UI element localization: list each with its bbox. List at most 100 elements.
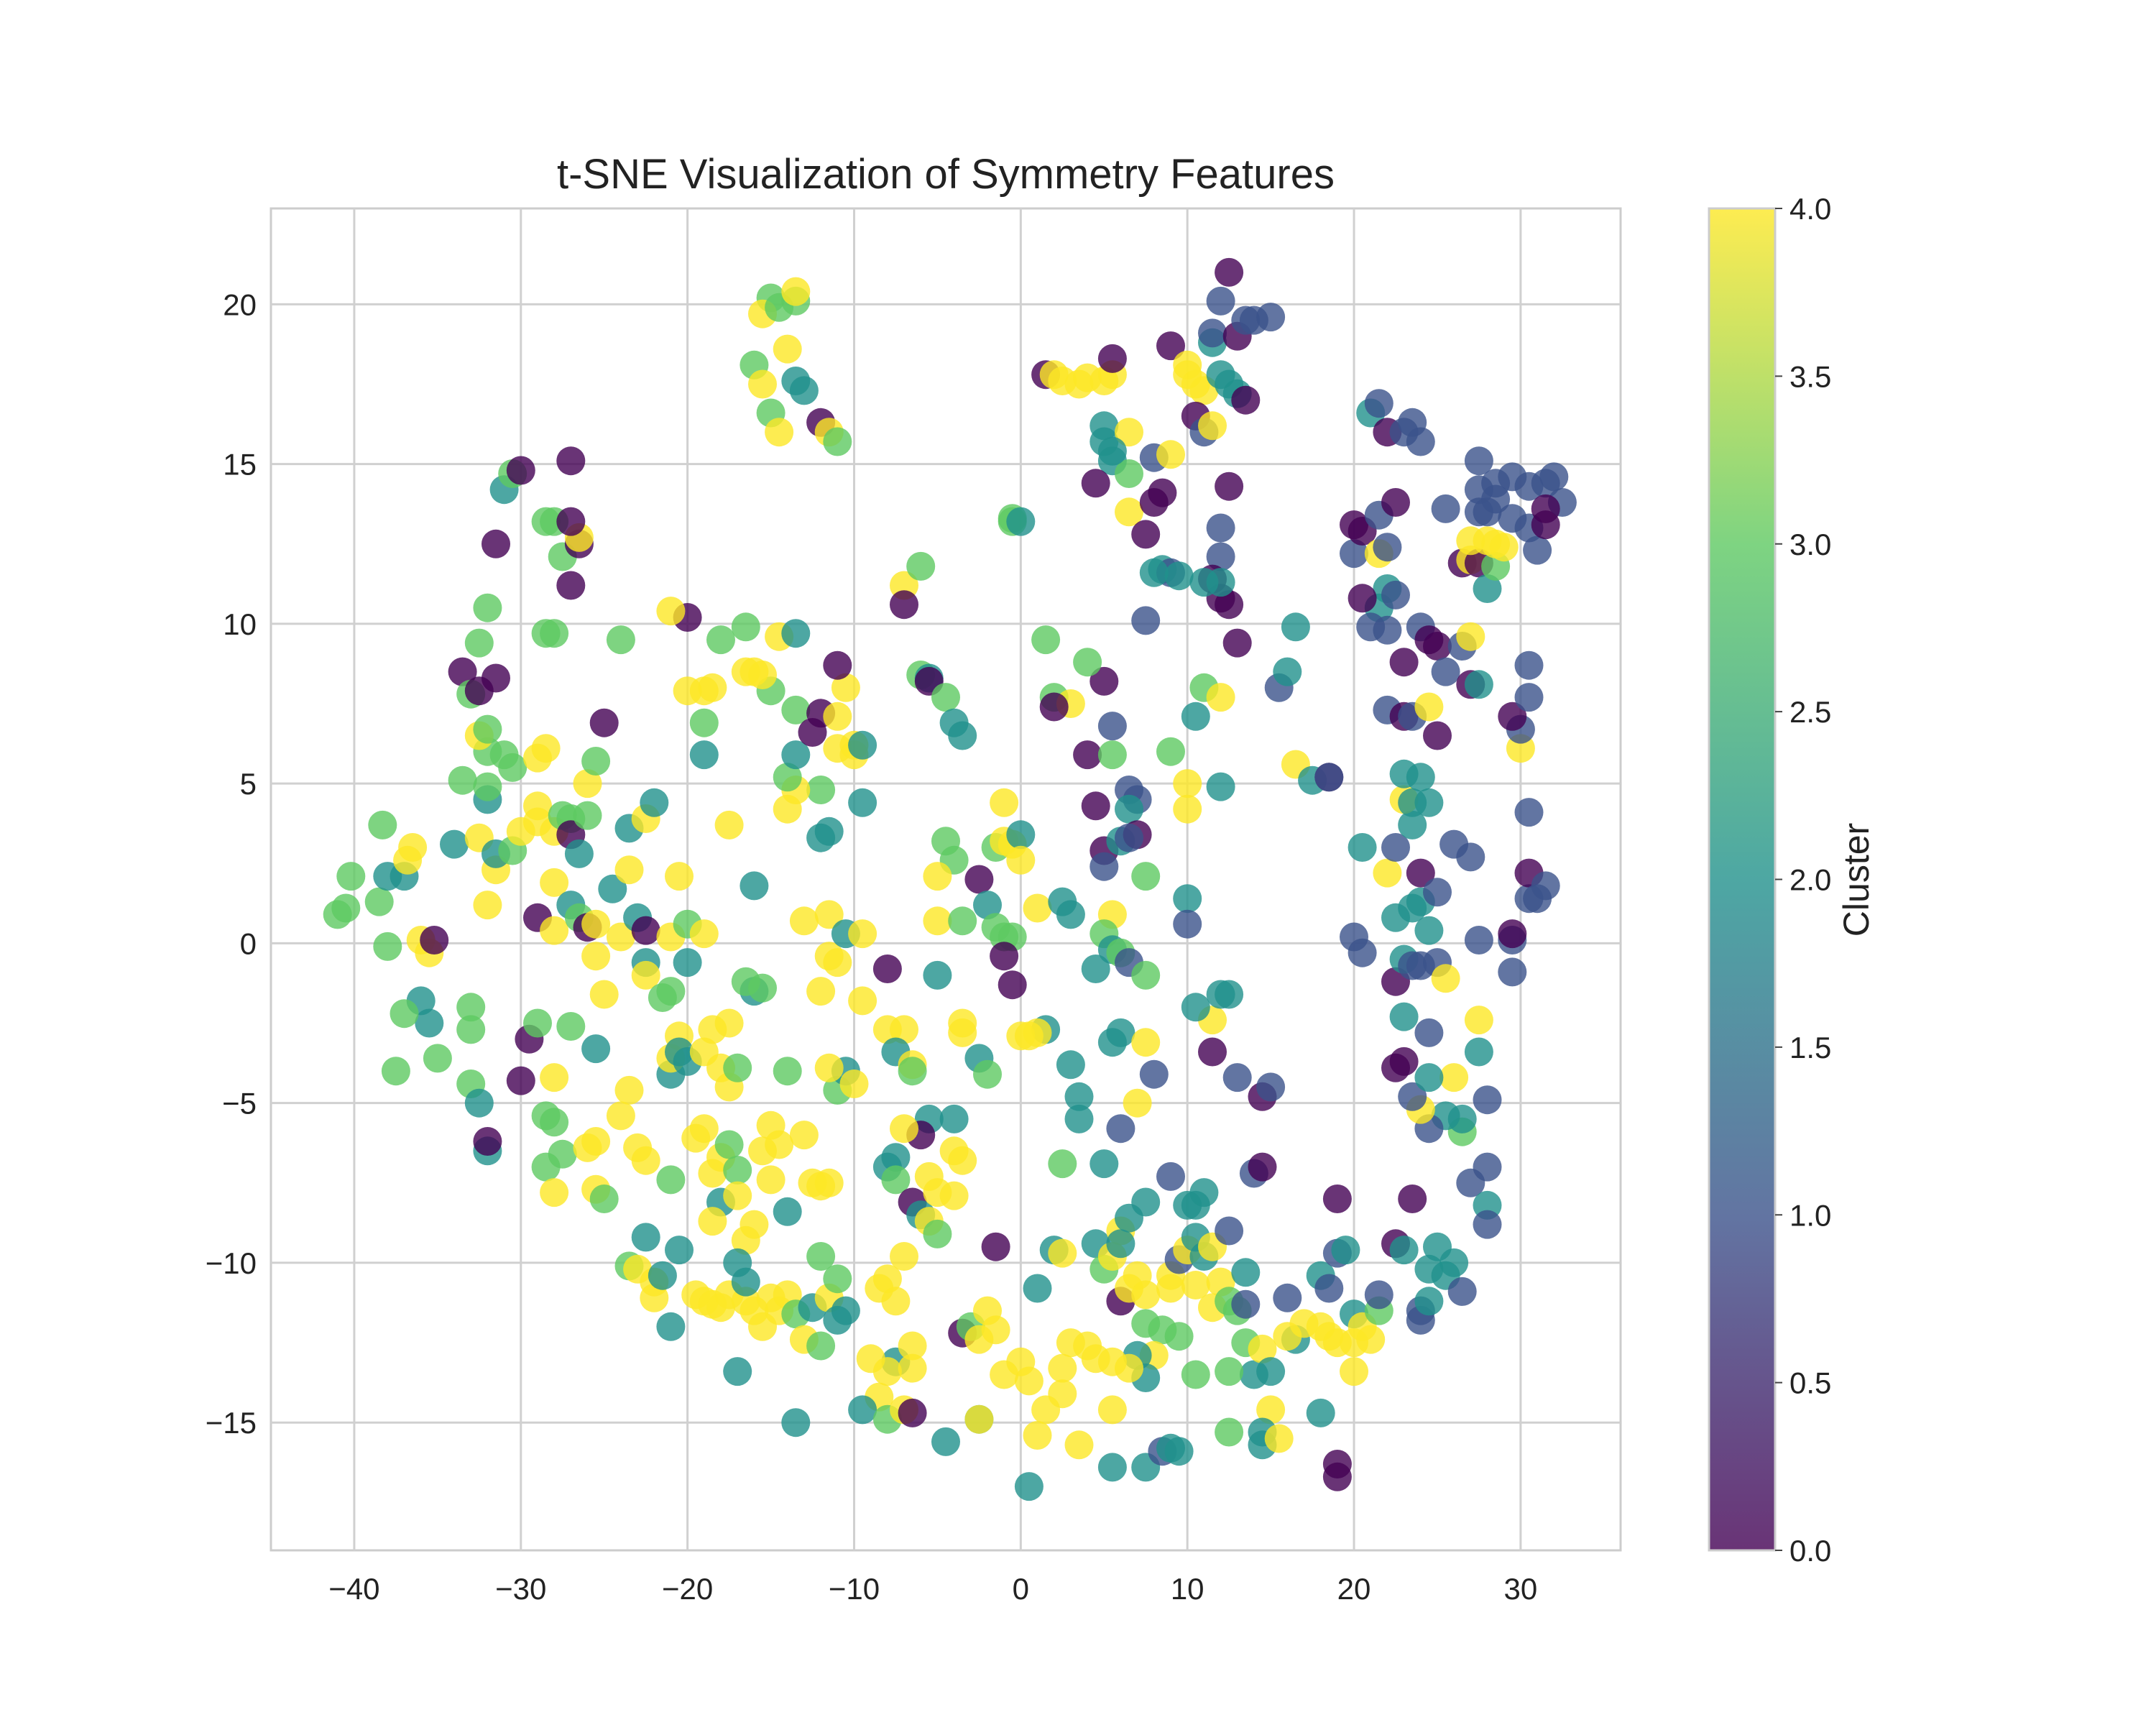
data-point bbox=[1389, 1236, 1419, 1265]
data-point bbox=[1131, 1280, 1161, 1310]
data-point bbox=[1089, 852, 1119, 881]
data-point bbox=[1514, 650, 1544, 680]
data-point bbox=[581, 909, 611, 939]
data-point bbox=[1064, 1082, 1094, 1111]
data-point bbox=[1089, 666, 1119, 696]
data-point bbox=[1473, 1085, 1502, 1115]
data-point bbox=[1023, 893, 1052, 923]
data-point bbox=[589, 1184, 619, 1213]
data-point bbox=[1464, 1037, 1493, 1067]
data-point bbox=[589, 980, 619, 1009]
data-point bbox=[1381, 833, 1410, 862]
data-point bbox=[589, 708, 619, 737]
data-point bbox=[648, 1261, 677, 1290]
data-point bbox=[656, 1165, 686, 1195]
data-point bbox=[1389, 648, 1419, 677]
data-point bbox=[1423, 878, 1452, 907]
data-point bbox=[740, 1210, 769, 1239]
data-point bbox=[823, 1264, 852, 1294]
data-point bbox=[1006, 1347, 1036, 1376]
data-point bbox=[631, 960, 660, 990]
data-point bbox=[890, 1242, 918, 1271]
data-point bbox=[548, 1139, 577, 1169]
data-point bbox=[1097, 1028, 1127, 1057]
data-point bbox=[498, 753, 528, 782]
data-point bbox=[1139, 558, 1169, 587]
x-axis-ticks: −40 −30 −20 −10 0 10 20 30 bbox=[328, 1572, 1537, 1606]
data-point bbox=[723, 1357, 752, 1386]
data-point bbox=[1115, 459, 1143, 488]
y-tick-label: −10 bbox=[206, 1246, 257, 1280]
data-point bbox=[948, 1146, 977, 1175]
data-point bbox=[464, 1088, 494, 1118]
data-point bbox=[881, 1165, 911, 1195]
data-point bbox=[781, 740, 811, 770]
data-point bbox=[1489, 533, 1519, 562]
data-point bbox=[1473, 1210, 1502, 1239]
data-point bbox=[606, 1101, 635, 1131]
data-point bbox=[1456, 622, 1485, 651]
data-point bbox=[1256, 1072, 1286, 1102]
data-point bbox=[1423, 721, 1452, 750]
data-point bbox=[364, 887, 394, 916]
data-point bbox=[373, 932, 402, 961]
data-point bbox=[714, 810, 744, 840]
colorbar-label: Cluster bbox=[1836, 823, 1876, 937]
data-point bbox=[614, 855, 644, 885]
data-point bbox=[1206, 980, 1235, 1009]
data-point bbox=[1073, 740, 1102, 770]
data-point bbox=[1189, 1178, 1219, 1208]
data-point bbox=[1398, 1082, 1427, 1111]
data-point bbox=[1131, 1187, 1161, 1217]
x-tick-label: −10 bbox=[829, 1572, 880, 1606]
x-tick-label: 20 bbox=[1337, 1572, 1371, 1606]
data-point bbox=[906, 551, 936, 581]
data-point bbox=[781, 277, 811, 306]
data-point bbox=[823, 427, 852, 456]
colorbar-tick-label: 4.0 bbox=[1789, 192, 1831, 226]
data-point bbox=[531, 734, 561, 763]
data-point bbox=[1156, 331, 1185, 361]
data-point bbox=[964, 1404, 994, 1434]
data-point bbox=[698, 1207, 727, 1236]
data-point bbox=[1498, 957, 1527, 987]
data-point bbox=[948, 1008, 977, 1038]
data-point bbox=[1389, 1002, 1419, 1031]
data-point bbox=[482, 663, 510, 693]
data-point bbox=[1131, 1028, 1161, 1057]
data-point bbox=[1406, 763, 1435, 792]
data-point bbox=[1381, 580, 1410, 610]
data-point bbox=[890, 1114, 918, 1144]
data-point bbox=[415, 1008, 444, 1038]
data-point bbox=[1273, 1283, 1302, 1312]
data-point bbox=[1181, 993, 1210, 1022]
data-point bbox=[598, 874, 627, 903]
data-point bbox=[814, 816, 844, 846]
data-point bbox=[898, 1331, 927, 1361]
data-point bbox=[1531, 494, 1560, 523]
data-point bbox=[656, 597, 686, 626]
data-point bbox=[931, 1427, 960, 1456]
data-point bbox=[440, 829, 469, 859]
colorbar-tick-label: 2.5 bbox=[1789, 695, 1831, 729]
data-point bbox=[606, 625, 635, 655]
x-tick-label: 10 bbox=[1171, 1572, 1204, 1606]
data-point bbox=[1131, 862, 1161, 891]
data-point bbox=[1048, 1149, 1077, 1179]
data-point bbox=[665, 862, 694, 891]
y-axis-ticks: −15 −10 −5 0 5 10 15 20 bbox=[206, 288, 257, 1440]
data-point bbox=[1106, 1229, 1135, 1259]
data-point bbox=[1414, 788, 1444, 817]
chart-title: t-SNE Visualization of Symmetry Features bbox=[557, 151, 1335, 198]
data-point bbox=[423, 1044, 452, 1073]
data-point bbox=[1314, 1274, 1344, 1303]
colorbar-tick-label: 3.0 bbox=[1789, 528, 1831, 561]
data-point bbox=[814, 900, 844, 929]
y-tick-label: 0 bbox=[240, 926, 257, 960]
data-point bbox=[689, 1114, 719, 1144]
data-point bbox=[1414, 1287, 1444, 1316]
data-point bbox=[831, 1296, 860, 1325]
data-point bbox=[998, 970, 1027, 1000]
colorbar-tick-label: 1.5 bbox=[1789, 1031, 1831, 1064]
data-point bbox=[606, 922, 635, 952]
